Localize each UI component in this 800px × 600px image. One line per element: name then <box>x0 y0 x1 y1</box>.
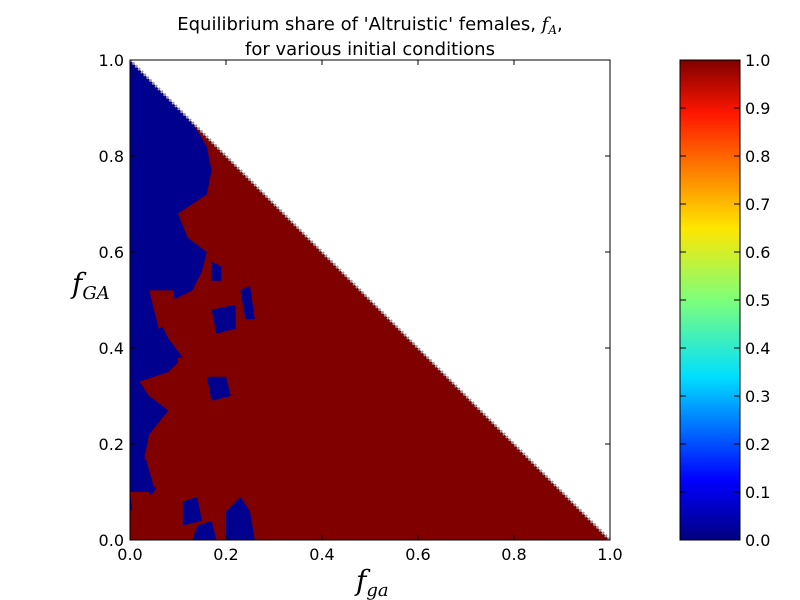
x-tick-label: 0.0 <box>117 545 142 564</box>
colorbar-tick-label: 0.2 <box>745 435 770 454</box>
colorbar-tick-label: 0.5 <box>745 291 770 310</box>
colorbar-tick-label: 0.1 <box>745 483 770 502</box>
chart-title-line1: Equilibrium share of 'Altruistic' female… <box>177 14 562 37</box>
x-tick-label: 1.0 <box>597 545 622 564</box>
blue-patch-3 <box>182 496 202 526</box>
chart-title-line2: for various initial conditions <box>245 39 495 60</box>
x-tick-label: 0.8 <box>501 545 526 564</box>
red-patch-1 <box>149 290 178 329</box>
colorbar-tick-label: 0.8 <box>745 147 770 166</box>
colorbar-ticks: 0.0 0.1 0.2 0.3 0.4 0.5 0.6 0.7 0.8 0.9 1.0 <box>680 51 770 550</box>
red-patch-3 <box>130 492 154 531</box>
diagonal-edge <box>130 60 610 540</box>
heatmap-plot-area <box>130 60 610 540</box>
blue-patch-6 <box>192 520 217 540</box>
colorbar <box>679 59 741 541</box>
colorbar-tick-label: 1.0 <box>745 51 770 70</box>
red-patch-2 <box>144 453 174 488</box>
plot-frame <box>129 59 611 541</box>
y-axis-label: fGA <box>70 267 110 304</box>
colorbar-tick-label: 0.0 <box>745 531 770 550</box>
y-tick-label: 1.0 <box>99 51 124 70</box>
colorbar-tick-label: 0.6 <box>745 243 770 262</box>
blue-patch-0 <box>206 376 231 401</box>
colorbar-tick-label: 0.9 <box>745 99 770 118</box>
y-axis-ticks: 0.0 0.2 0.4 0.6 0.8 1.0 <box>99 51 610 550</box>
y-tick-label: 0.2 <box>99 435 124 454</box>
x-axis-label: fga <box>354 564 389 600</box>
blue-patch-1 <box>211 304 236 334</box>
blue-patch-5 <box>226 496 255 540</box>
x-tick-label: 0.6 <box>405 545 430 564</box>
y-tick-label: 0.8 <box>99 147 124 166</box>
blue-patch-4 <box>211 261 222 281</box>
x-axis-ticks: 0.0 0.2 0.4 0.6 0.8 1.0 <box>117 60 623 564</box>
blue-patch-2 <box>240 285 255 320</box>
colorbar-tick-label: 0.7 <box>745 195 770 214</box>
x-tick-label: 0.2 <box>213 545 238 564</box>
x-tick-label: 0.4 <box>309 545 334 564</box>
red-patch-0 <box>178 357 250 473</box>
y-tick-label: 0.0 <box>99 531 124 550</box>
y-tick-label: 0.4 <box>99 339 124 358</box>
colorbar-tick-label: 0.3 <box>745 387 770 406</box>
colorbar-tick-label: 0.4 <box>745 339 770 358</box>
y-tick-label: 0.6 <box>99 243 124 262</box>
